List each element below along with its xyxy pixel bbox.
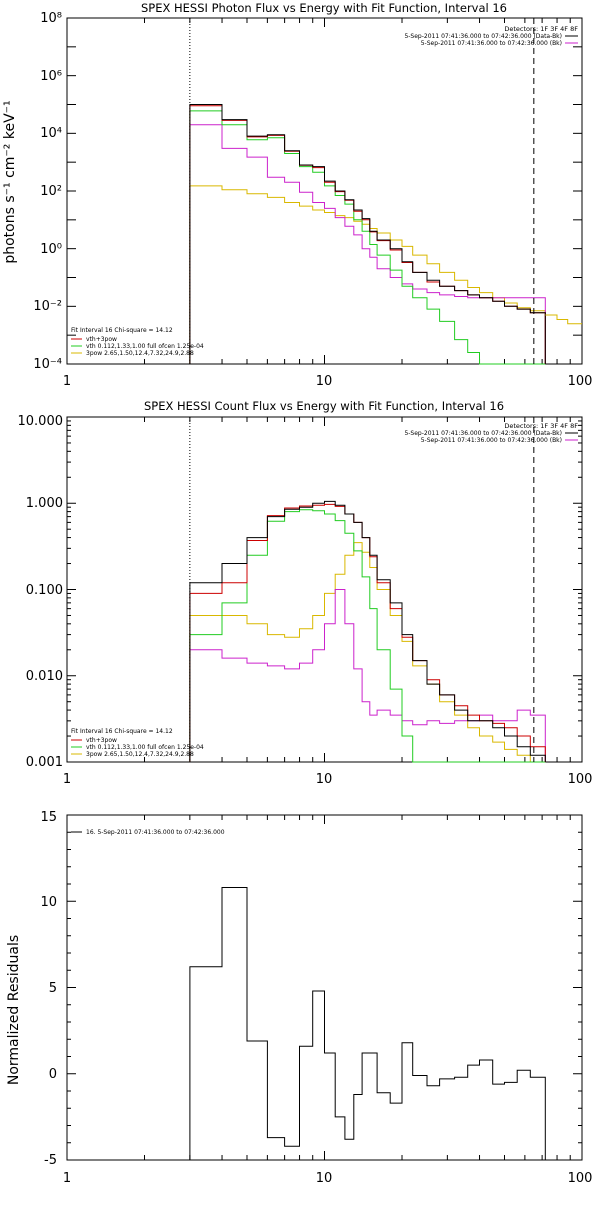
ytick-label: 10⁰ — [40, 242, 62, 257]
fit-header: Fit Interval 16 Chi-square = 14.12 — [71, 728, 173, 735]
ytick-label: 10.000 — [18, 414, 64, 429]
ytick-label: 10⁻⁴ — [33, 357, 62, 372]
series-data-line — [189, 104, 546, 364]
count-flux-panel: SPEX HESSI Count Flux vs Energy with Fit… — [18, 399, 593, 787]
legend-time-data: 5-Sep-2011 07:41:36.000 to 07:42:36.000 … — [404, 430, 562, 437]
count-flux-xtick-labels: 1 10 100 — [63, 772, 593, 787]
photon-flux-legend-fit: Fit Interval 16 Chi-square = 14.12 vth+3… — [71, 327, 204, 357]
photon-flux-legend-top: Detectors: 1F 3F 4F 8F 5-Sep-2011 07:41:… — [404, 25, 578, 47]
ytick-label: 0.010 — [26, 669, 63, 684]
xtick-label: 1 — [63, 374, 71, 389]
legend-thermal: vth 0.112,1.33,1.00 full ofcen 1.25e-04 — [86, 744, 204, 751]
ytick-label: 10² — [40, 184, 62, 199]
ytick-label: 15 — [40, 810, 57, 825]
ytick-label: 10⁸ — [40, 11, 62, 26]
legend-time-data: 5-Sep-2011 07:41:36.000 to 07:42:36.000 … — [404, 33, 562, 40]
residuals-legend: 16. 5-Sep-2011 07:41:36.000 to 07:42:36.… — [71, 829, 225, 836]
photon-flux-series — [189, 18, 582, 365]
residuals-ytick-labels: -5 0 5 10 15 — [40, 810, 57, 1168]
photon-flux-title: SPEX HESSI Photon Flux vs Energy with Fi… — [141, 1, 507, 15]
legend-powerlaw: 3pow 2.65,1.50,12.4,7.32,24.9,2.88 — [86, 350, 194, 357]
series-3pow-line — [189, 185, 546, 364]
xtick-label: 10 — [316, 1171, 333, 1186]
legend-thermal: vth 0.112,1.33,1.00 full ofcen 1.25e-04 — [86, 343, 204, 350]
series-data-line — [189, 500, 546, 762]
photon-flux-ylabel: photons s⁻¹ cm⁻² keV⁻¹ — [2, 100, 18, 263]
residuals-panel: Normalized Residuals 1 10 100 -5 0 5 10 … — [6, 810, 592, 1186]
xtick-label: 10 — [316, 374, 333, 389]
xtick-label: 10 — [316, 772, 333, 787]
series-vth-line — [189, 509, 546, 763]
legend-time-bk: 5-Sep-2011 07:41:36.000 to 07:42:36.000 … — [421, 40, 562, 47]
photon-flux-ytick-labels: 10⁻⁴ 10⁻² 10⁰ 10² 10⁴ 10⁶ 10⁸ — [33, 11, 62, 372]
detectors-label: Detectors: 1F 3F 4F 8F — [504, 25, 578, 33]
series-background-line — [189, 124, 546, 364]
residuals-legend-label: 16. 5-Sep-2011 07:41:36.000 to 07:42:36.… — [86, 829, 225, 836]
residuals-series — [189, 887, 546, 1160]
xtick-label: 100 — [568, 1171, 593, 1186]
count-flux-series — [189, 417, 546, 763]
legend-powerlaw: 3pow 2.65,1.50,12.4,7.32,24.9,2.88 — [86, 751, 194, 758]
count-flux-legend-fit: Fit Interval 16 Chi-square = 14.12 vth+3… — [71, 728, 204, 758]
ytick-label: 0.100 — [26, 583, 63, 598]
ytick-label: 10 — [40, 895, 57, 910]
legend-total: vth+3pow — [86, 336, 117, 343]
photon-flux-xtick-labels: 1 10 100 — [63, 374, 593, 389]
ytick-label: 10⁶ — [40, 69, 62, 84]
series-residuals-line — [189, 887, 546, 1160]
ytick-label: 1.000 — [26, 496, 63, 511]
legend-total: vth+3pow — [86, 737, 117, 744]
ytick-label: 10⁴ — [40, 126, 62, 141]
residuals-ylabel: Normalized Residuals — [6, 935, 22, 1085]
fit-header: Fit Interval 16 Chi-square = 14.12 — [71, 327, 173, 334]
photon-flux-panel: SPEX HESSI Photon Flux vs Energy with Fi… — [2, 1, 592, 389]
residuals-xtick-labels: 1 10 100 — [63, 1171, 593, 1186]
xtick-label: 1 — [63, 1171, 71, 1186]
count-flux-legend-top: Detectors: 1F 3F 4F 8F 5-Sep-2011 07:41:… — [404, 422, 578, 444]
count-flux-axes — [66, 416, 583, 763]
series-3pow-extension-line — [545, 314, 582, 325]
xtick-label: 100 — [568, 772, 593, 787]
count-flux-title: SPEX HESSI Count Flux vs Energy with Fit… — [144, 399, 504, 413]
photon-flux-axes — [66, 17, 583, 365]
xtick-label: 1 — [63, 772, 71, 787]
legend-time-bk: 5-Sep-2011 07:41:36.000 to 07:42:36.000 … — [421, 437, 562, 444]
count-flux-ytick-labels: 0.001 0.010 0.100 1.000 10.000 — [18, 414, 64, 770]
ytick-label: -5 — [44, 1153, 57, 1168]
detectors-label: Detectors: 1F 3F 4F 8F — [504, 422, 578, 430]
ytick-label: 0 — [49, 1067, 57, 1082]
ytick-label: 10⁻² — [33, 299, 62, 314]
xtick-label: 100 — [568, 374, 593, 389]
series-background-line — [189, 589, 546, 762]
ytick-label: 0.001 — [26, 755, 63, 770]
ytick-label: 5 — [49, 981, 57, 996]
